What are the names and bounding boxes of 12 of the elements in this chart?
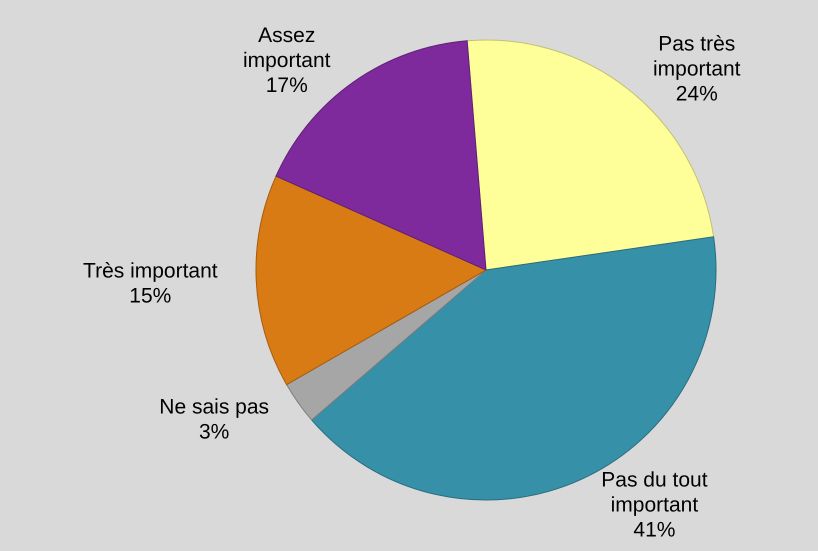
data-label: 15% (129, 284, 172, 308)
data-label: 3% (198, 420, 230, 444)
pie-slice (256, 176, 486, 386)
pie-slice (286, 270, 486, 420)
data-label: 24% (676, 82, 718, 106)
slice-label: Pas très important (652, 32, 741, 80)
slice-label: Ne sais pas (159, 395, 270, 418)
slice-label: Très important (83, 260, 218, 283)
slice-label: Assez important (242, 24, 331, 72)
data-label: 17% (266, 74, 308, 97)
data-label: 41% (633, 518, 676, 542)
slice-label: Pas du tout important (601, 468, 708, 516)
